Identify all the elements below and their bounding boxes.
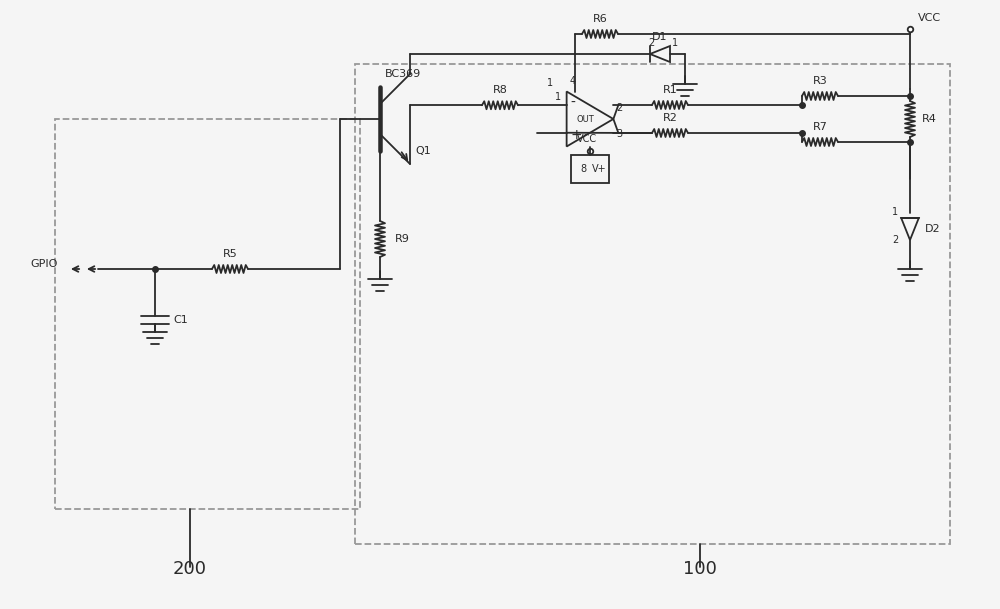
Bar [55, 119, 360, 509]
Text: R4: R4 [922, 114, 937, 124]
Bar [355, 64, 950, 544]
Text: R6: R6 [593, 14, 607, 24]
Text: 2: 2 [892, 235, 898, 245]
Text: R1: R1 [663, 85, 677, 95]
Text: R8: R8 [493, 85, 507, 95]
Text: OUT: OUT [576, 114, 594, 124]
Text: 1: 1 [892, 207, 898, 217]
Text: 100: 100 [683, 560, 717, 578]
Text: 8: 8 [580, 163, 586, 174]
Text: D2: D2 [925, 224, 941, 234]
Text: VCC: VCC [918, 13, 941, 23]
Text: V+: V+ [592, 163, 607, 174]
Text: R7: R7 [813, 122, 827, 132]
Text: 1: 1 [547, 79, 553, 88]
Text: BC369: BC369 [385, 69, 421, 79]
Text: R9: R9 [395, 234, 410, 244]
Text: R5: R5 [223, 249, 237, 259]
Text: 2: 2 [648, 38, 654, 48]
Text: Q1: Q1 [415, 146, 431, 156]
Text: R3: R3 [813, 76, 827, 86]
Text: D1: D1 [652, 32, 668, 42]
Text: -: - [571, 96, 576, 110]
Text: C1: C1 [173, 315, 188, 325]
Text: 4: 4 [570, 76, 576, 85]
Text: 2: 2 [616, 103, 623, 113]
Text: VCC: VCC [577, 135, 597, 144]
Text: 1: 1 [672, 38, 678, 48]
Text: 200: 200 [173, 560, 207, 578]
Text: 3: 3 [616, 129, 622, 139]
Text: GPIO: GPIO [30, 259, 57, 269]
Bar [571, 155, 609, 183]
Text: 1: 1 [555, 92, 561, 102]
Text: R2: R2 [663, 113, 677, 123]
Text: +: + [571, 128, 582, 142]
